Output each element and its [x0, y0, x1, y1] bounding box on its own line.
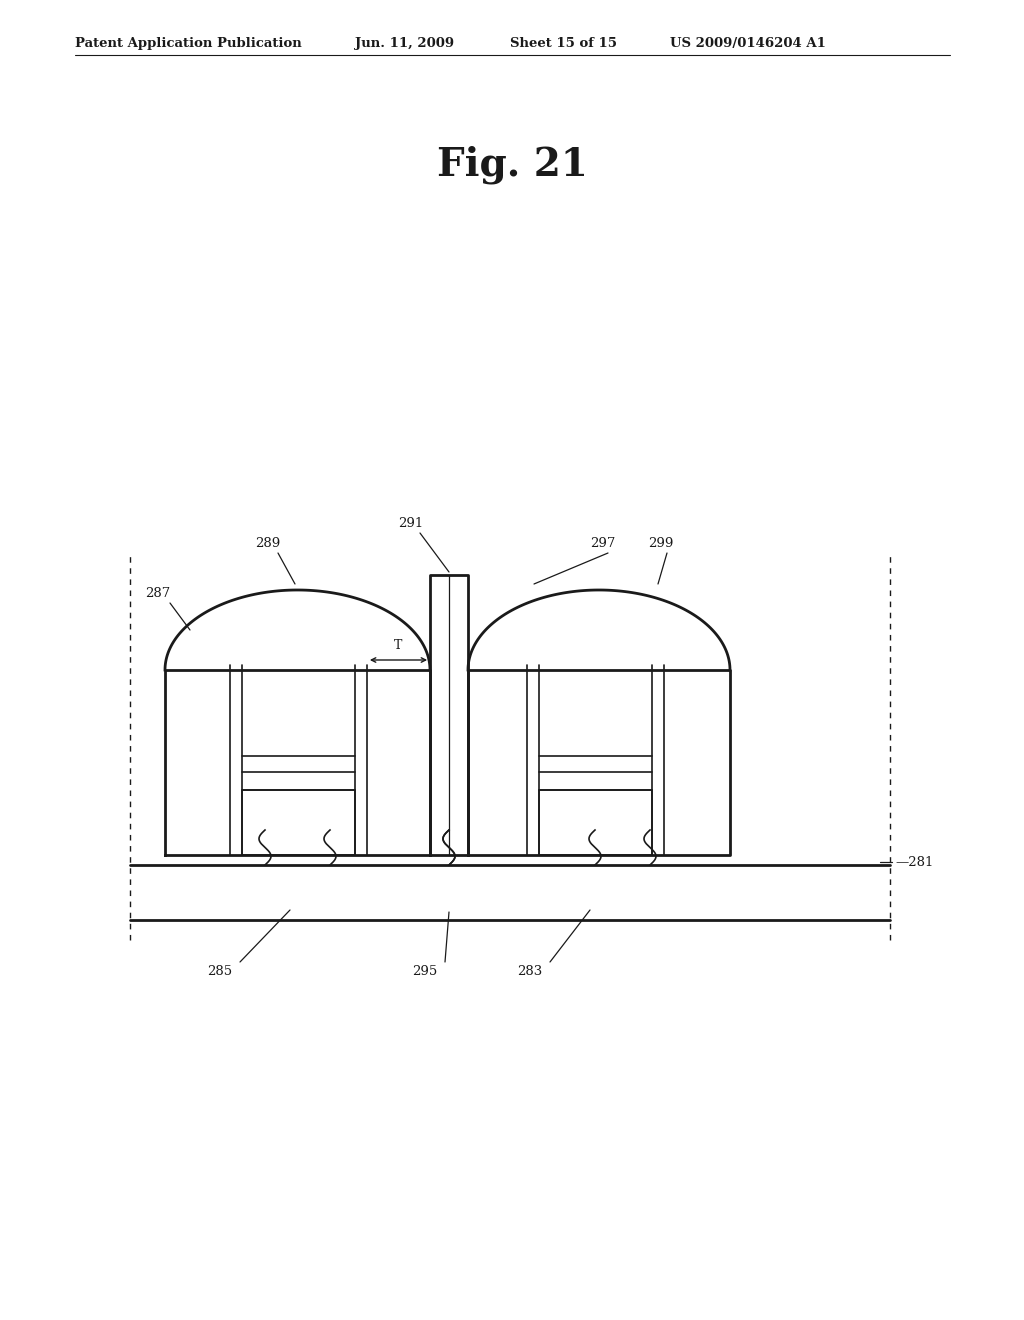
Text: 283: 283 [517, 965, 543, 978]
Text: Sheet 15 of 15: Sheet 15 of 15 [510, 37, 617, 50]
Text: 289: 289 [255, 537, 281, 550]
Text: 295: 295 [413, 965, 437, 978]
Text: T: T [394, 639, 402, 652]
Text: Fig. 21: Fig. 21 [436, 145, 588, 183]
Text: 285: 285 [208, 965, 232, 978]
Text: 297: 297 [590, 537, 615, 550]
Text: 299: 299 [648, 537, 674, 550]
Text: Patent Application Publication: Patent Application Publication [75, 37, 302, 50]
Text: US 2009/0146204 A1: US 2009/0146204 A1 [670, 37, 826, 50]
Text: —281: —281 [895, 855, 933, 869]
Text: Jun. 11, 2009: Jun. 11, 2009 [355, 37, 454, 50]
Text: 287: 287 [145, 587, 170, 601]
Text: 291: 291 [398, 517, 423, 531]
